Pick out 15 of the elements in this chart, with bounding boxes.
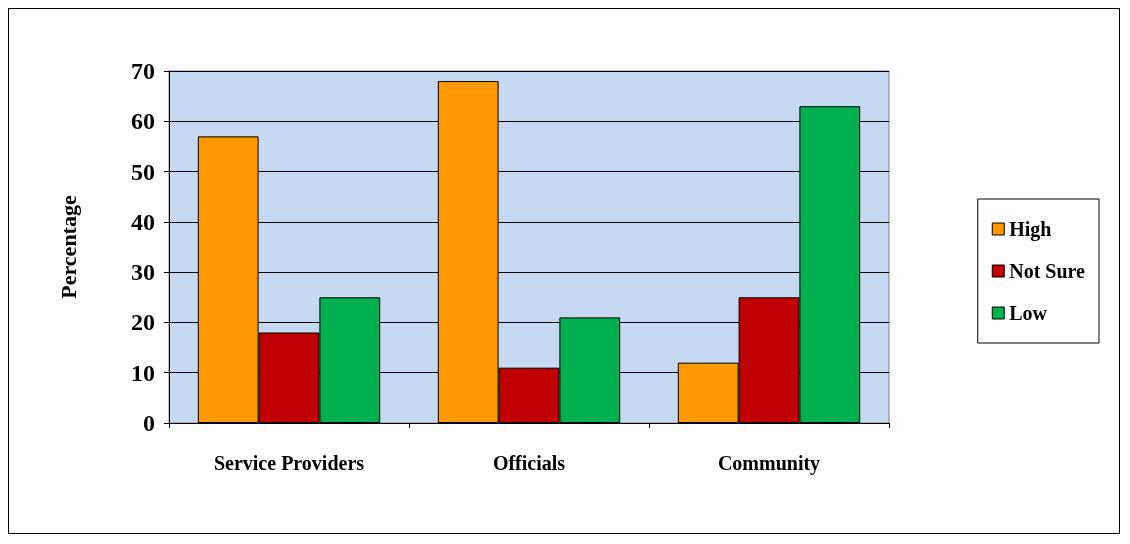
y-tick-label: 70 [131,58,155,84]
y-tick-label: 40 [131,208,155,235]
y-tick-label: 50 [131,158,155,185]
y-axis-title: Percentage [55,195,81,299]
x-tick-label: Community [717,452,821,475]
y-tick-label: 20 [131,309,155,336]
y-tick-label: 0 [143,410,155,436]
y-tick-label: 30 [131,259,155,286]
x-tick-label: Service Providers [213,452,365,474]
x-tick-label: Officials [492,452,566,474]
legend-label: Not Sure [1009,260,1086,282]
legend-label: Low [1009,302,1048,324]
y-tick-label: 60 [131,108,155,135]
y-tick-label: 10 [131,359,155,386]
legend-label: High [1009,218,1052,241]
